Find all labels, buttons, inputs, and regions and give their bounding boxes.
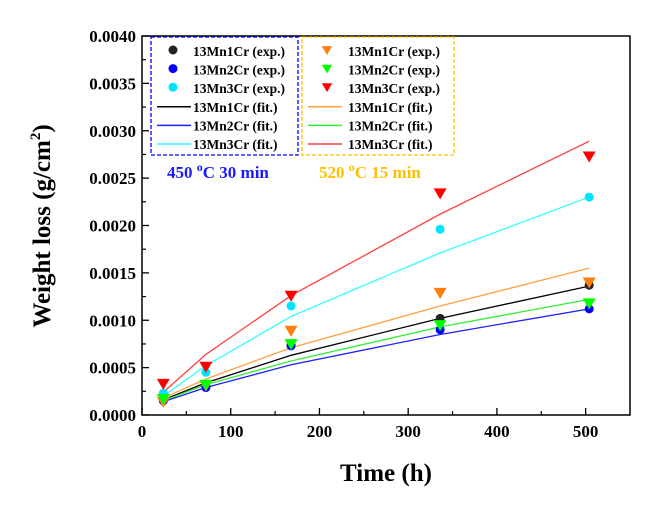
condition-label-520C: 520 oC 15 min bbox=[319, 160, 421, 182]
data-point-13mn2cr-exp-520C bbox=[433, 320, 447, 332]
legend-label: 13Mn3Cr (exp.) bbox=[193, 81, 285, 96]
fit-line-13mn2cr-fit-520C bbox=[163, 298, 590, 402]
legend-label: 13Mn3Cr (fit.) bbox=[193, 137, 277, 152]
x-tick-label: 500 bbox=[573, 422, 599, 441]
legend-marker bbox=[168, 64, 178, 74]
data-point-13mn1cr-exp-520C bbox=[433, 287, 447, 299]
data-point-13mn3cr-exp-450C bbox=[584, 192, 594, 202]
x-tick-label: 100 bbox=[218, 422, 244, 441]
legend-item-13mn2cr-exp-520C: 13Mn2Cr (exp.) bbox=[321, 63, 440, 78]
data-point-13mn3cr-exp-450C bbox=[286, 301, 296, 311]
data-point-13mn3cr-exp-450C bbox=[435, 224, 445, 234]
legend-marker bbox=[321, 46, 333, 55]
legend-marker bbox=[321, 64, 333, 74]
y-tick-label: 0.0035 bbox=[89, 74, 136, 93]
y-axis-ticks: 0.0000 0.0005 0.0010 0.0015 0.0020 0.0025 0.00… bbox=[89, 27, 149, 425]
legend-item-13mn1cr-fit-450C: 13Mn1Cr (fit.) bbox=[157, 100, 277, 115]
legend-item-13mn1cr-fit-520C: 13Mn1Cr (fit.) bbox=[308, 100, 432, 115]
x-tick-label: 0 bbox=[138, 422, 147, 441]
data-point-13mn3cr-exp-520C bbox=[199, 361, 213, 373]
x-tick-label: 300 bbox=[395, 422, 421, 441]
data-point-13mn3cr-exp-520C bbox=[582, 151, 596, 163]
y-tick-label: 0.0015 bbox=[89, 264, 136, 283]
x-tick-label: 400 bbox=[484, 422, 510, 441]
legend-label: 13Mn2Cr (exp.) bbox=[348, 63, 440, 78]
y-tick-label: 0.0030 bbox=[89, 122, 136, 141]
legend-item-13mn2cr-fit-450C: 13Mn2Cr (fit.) bbox=[157, 118, 277, 133]
fit-line-13mn1cr-fit-450C bbox=[163, 285, 590, 401]
data-point-13mn3cr-exp-520C bbox=[156, 378, 170, 390]
data-point-13mn2cr-exp-520C bbox=[582, 298, 596, 310]
data-points bbox=[156, 151, 596, 408]
legend-label: 13Mn3Cr (exp.) bbox=[348, 81, 440, 96]
data-point-13mn3cr-exp-520C bbox=[284, 290, 298, 302]
y-tick-label: 0.0005 bbox=[89, 359, 136, 378]
legend-item-13mn3cr-fit-450C: 13Mn3Cr (fit.) bbox=[157, 137, 277, 152]
legend-520C: 13Mn1Cr (exp.) 13Mn2Cr (exp.) 13Mn3Cr (exp… bbox=[301, 36, 455, 156]
legend-450C: 13Mn1Cr (exp.) 13Mn2Cr (exp.) 13Mn3Cr (exp… bbox=[150, 36, 299, 156]
condition-label-450C: 450 oC 30 min bbox=[167, 160, 269, 182]
data-point-13mn2cr-exp-520C bbox=[156, 394, 170, 406]
x-tick-label: 200 bbox=[307, 422, 333, 441]
legend-item-13mn3cr-fit-520C: 13Mn3Cr (fit.) bbox=[308, 137, 432, 152]
legend-item-13mn2cr-exp-450C: 13Mn2Cr (exp.) bbox=[168, 63, 285, 78]
legend-label: 13Mn2Cr (fit.) bbox=[348, 118, 432, 133]
legend-label: 13Mn1Cr (fit.) bbox=[348, 100, 432, 115]
legend-item-13mn3cr-exp-450C: 13Mn3Cr (exp.) bbox=[168, 81, 285, 96]
legend-label: 13Mn1Cr (fit.) bbox=[193, 100, 277, 115]
legend-520C-frame bbox=[301, 36, 455, 156]
legend-label: 13Mn3Cr (fit.) bbox=[348, 137, 432, 152]
legend-item-13mn1cr-exp-520C: 13Mn1Cr (exp.) bbox=[321, 44, 440, 59]
legend-label: 13Mn2Cr (fit.) bbox=[193, 118, 277, 133]
fit-line-13mn3cr-fit-450C bbox=[162, 196, 590, 397]
legend-label: 13Mn1Cr (exp.) bbox=[348, 44, 440, 59]
data-point-13mn2cr-exp-520C bbox=[284, 339, 298, 351]
data-point-13mn1cr-exp-520C bbox=[582, 277, 596, 289]
y-axis-title: Weight loss (g/cm2) bbox=[28, 124, 56, 327]
legend-item-13mn1cr-exp-450C: 13Mn1Cr (exp.) bbox=[168, 44, 285, 59]
data-point-13mn3cr-exp-520C bbox=[433, 188, 447, 200]
y-tick-label: 0.0000 bbox=[89, 406, 136, 425]
legend-marker bbox=[321, 83, 333, 93]
data-point-13mn2cr-exp-520C bbox=[199, 379, 213, 391]
data-point-13mn1cr-exp-520C bbox=[284, 325, 298, 337]
legend-item-13mn2cr-fit-520C: 13Mn2Cr (fit.) bbox=[308, 118, 432, 133]
legend-label: 13Mn1Cr (exp.) bbox=[193, 44, 285, 59]
x-axis-title: Time (h) bbox=[340, 460, 432, 487]
y-tick-label: 0.0040 bbox=[89, 27, 136, 46]
fit-line-13mn2cr-fit-450C bbox=[163, 308, 590, 403]
y-tick-label: 0.0010 bbox=[89, 311, 136, 330]
y-tick-label: 0.0020 bbox=[89, 217, 136, 236]
x-axis-ticks: 0 100 200 300 400 500 bbox=[138, 408, 599, 441]
legend-marker bbox=[168, 82, 178, 92]
legend-450C-frame bbox=[150, 36, 299, 156]
legend-label: 13Mn2Cr (exp.) bbox=[193, 63, 285, 78]
legend-marker bbox=[168, 45, 178, 55]
y-tick-label: 0.0025 bbox=[89, 169, 136, 188]
legend-item-13mn3cr-exp-520C: 13Mn3Cr (exp.) bbox=[321, 81, 440, 96]
